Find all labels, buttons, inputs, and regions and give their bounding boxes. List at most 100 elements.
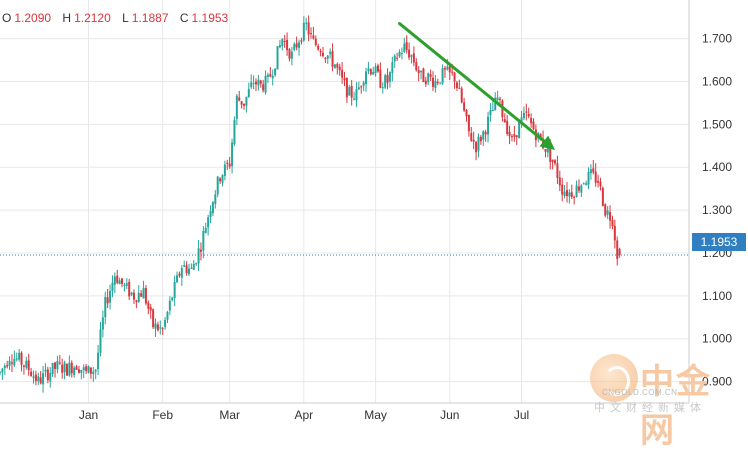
candle-body	[245, 96, 248, 106]
candle-body	[365, 71, 368, 85]
high-label: H	[62, 11, 72, 25]
candle-body	[183, 265, 186, 267]
candle-body	[441, 68, 444, 84]
candle-body	[82, 367, 85, 371]
candle-body	[121, 278, 124, 284]
candle-body	[295, 43, 298, 48]
candle-body	[243, 103, 246, 106]
low-label: L	[122, 11, 129, 25]
candle-body	[510, 136, 513, 138]
chart-canvas: 0.9001.0001.1001.2001.3001.4001.5001.600…	[0, 0, 732, 422]
candle-body	[427, 73, 430, 83]
candle-body	[94, 369, 97, 372]
candle-body	[130, 292, 133, 295]
candle-body	[39, 377, 42, 384]
candle-body	[506, 120, 509, 134]
candle-body	[376, 65, 379, 72]
candle-body	[58, 362, 61, 364]
candle-body	[77, 369, 80, 373]
candle-body	[496, 97, 499, 101]
candle-body	[56, 360, 59, 370]
candle-body	[254, 81, 257, 85]
candle-body	[424, 80, 427, 85]
candle-body	[367, 68, 370, 72]
candle-body	[417, 70, 420, 74]
candle-body	[178, 273, 181, 276]
candle-body	[65, 364, 68, 376]
candle-body	[228, 163, 231, 167]
candle-body	[0, 372, 1, 374]
candle-body	[388, 72, 391, 82]
candle-body	[25, 360, 28, 368]
y-tick-label: 1.300	[702, 203, 732, 217]
candle-body	[293, 44, 296, 50]
candle-body	[195, 263, 198, 265]
candle-body	[606, 210, 609, 215]
candle-body	[161, 328, 164, 330]
candle-body	[527, 113, 530, 117]
candle-body	[503, 119, 506, 123]
candle-body	[233, 120, 236, 145]
candle-body	[92, 371, 95, 375]
candle-body	[585, 183, 588, 185]
candle-body	[128, 281, 131, 297]
candle-body	[369, 69, 372, 75]
candle-body	[333, 64, 336, 68]
candle-body	[180, 268, 183, 278]
candle-body	[149, 307, 152, 311]
candle-body	[276, 46, 279, 70]
candle-body	[479, 136, 482, 142]
x-tick-label: Jul	[514, 408, 529, 422]
candle-body	[360, 86, 363, 88]
candle-body	[455, 82, 458, 88]
last-price-label: 1.1953	[692, 233, 746, 251]
candle-body	[324, 57, 327, 59]
candle-body	[226, 162, 229, 164]
candle-body	[302, 22, 305, 41]
candle-body	[300, 40, 303, 42]
candle-body	[32, 376, 35, 379]
candle-body	[252, 83, 255, 85]
candle-body	[357, 87, 360, 90]
candle-body	[49, 372, 52, 382]
candle-body	[331, 51, 334, 67]
candle-body	[403, 43, 406, 52]
candle-body	[321, 52, 324, 56]
candle-body	[489, 109, 492, 116]
candle-body	[152, 309, 155, 328]
candle-body	[460, 88, 463, 103]
candle-body	[46, 369, 49, 381]
candle-body	[99, 329, 102, 353]
candle-body	[326, 55, 329, 59]
candle-body	[338, 66, 341, 71]
candle-body	[22, 365, 25, 367]
candle-body	[290, 51, 293, 59]
candle-body	[618, 249, 621, 255]
candle-body	[594, 171, 597, 183]
candle-body	[310, 33, 313, 35]
candle-body	[379, 69, 382, 88]
candle-body	[513, 134, 516, 137]
candle-body	[247, 89, 250, 98]
candle-body	[219, 178, 222, 182]
candle-body	[436, 81, 439, 84]
candle-body	[601, 187, 604, 206]
candle-body	[216, 176, 219, 195]
y-tick-label: 1.400	[702, 160, 732, 174]
candle-body	[317, 45, 320, 50]
candle-body	[70, 362, 73, 374]
x-tick-label: Apr	[294, 408, 313, 422]
candle-body	[190, 267, 193, 269]
candle-body	[199, 249, 202, 252]
candle-body	[432, 77, 435, 87]
candle-body	[101, 317, 104, 330]
candle-body	[147, 302, 150, 309]
candle-body	[142, 288, 145, 299]
candle-body	[398, 51, 401, 57]
open-label: O	[2, 11, 12, 25]
x-tick-label: Mar	[219, 408, 240, 422]
candle-body	[42, 373, 45, 385]
candle-body	[458, 87, 461, 89]
candle-body	[415, 62, 418, 71]
candle-body	[207, 217, 210, 228]
